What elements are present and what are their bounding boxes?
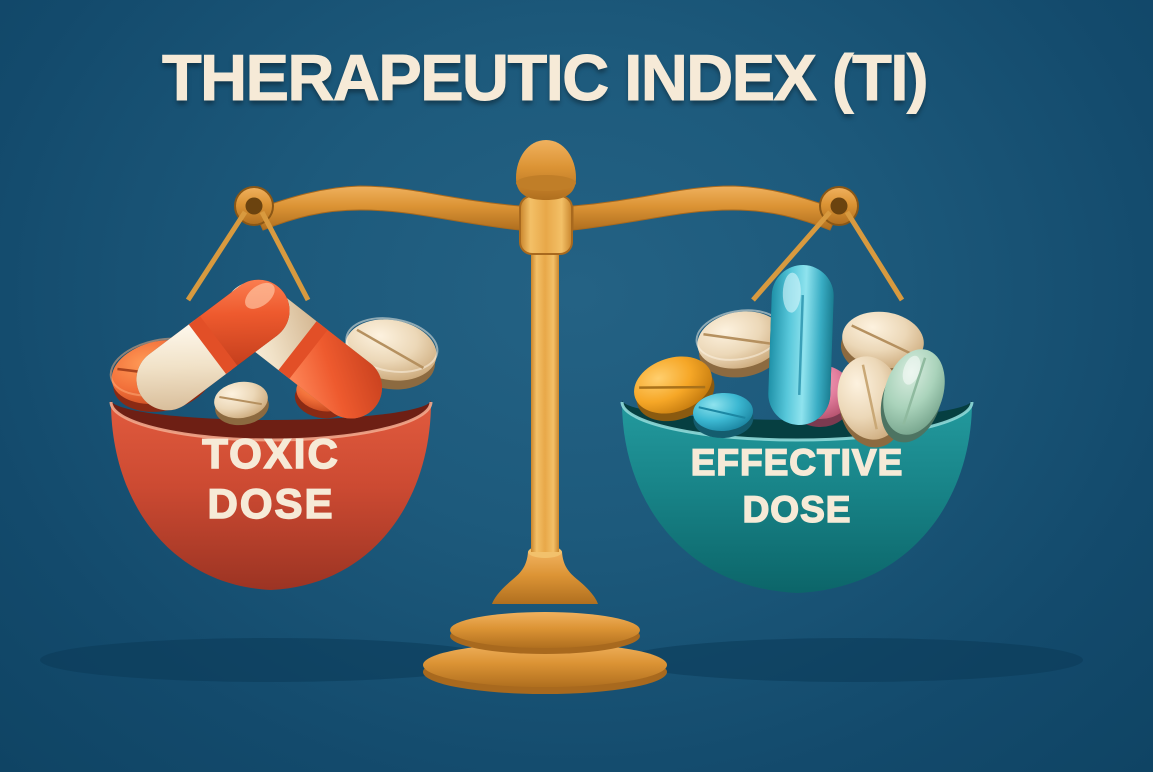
svg-text:DOSE: DOSE (743, 489, 852, 530)
svg-text:EFFECTIVE: EFFECTIVE (691, 442, 904, 483)
svg-text:DOSE: DOSE (207, 480, 334, 527)
svg-text:TOXIC: TOXIC (202, 430, 340, 477)
